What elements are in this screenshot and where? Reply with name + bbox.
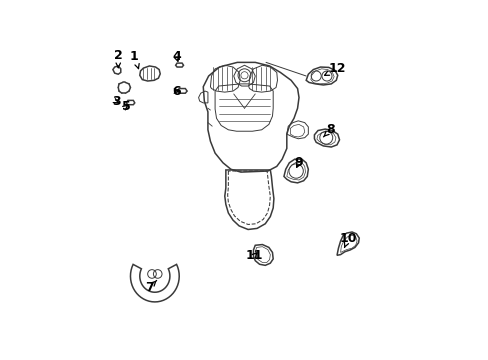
Text: 6: 6 [172, 85, 180, 98]
Text: 8: 8 [323, 123, 334, 137]
Text: 2: 2 [114, 49, 122, 68]
Text: 9: 9 [294, 156, 303, 169]
Text: 7: 7 [145, 280, 156, 294]
Text: 5: 5 [122, 100, 130, 113]
Text: 4: 4 [172, 50, 181, 63]
Text: 11: 11 [245, 249, 263, 262]
Text: 10: 10 [339, 231, 357, 247]
Text: 12: 12 [324, 62, 345, 75]
Text: 3: 3 [112, 95, 121, 108]
Text: 1: 1 [130, 50, 139, 69]
